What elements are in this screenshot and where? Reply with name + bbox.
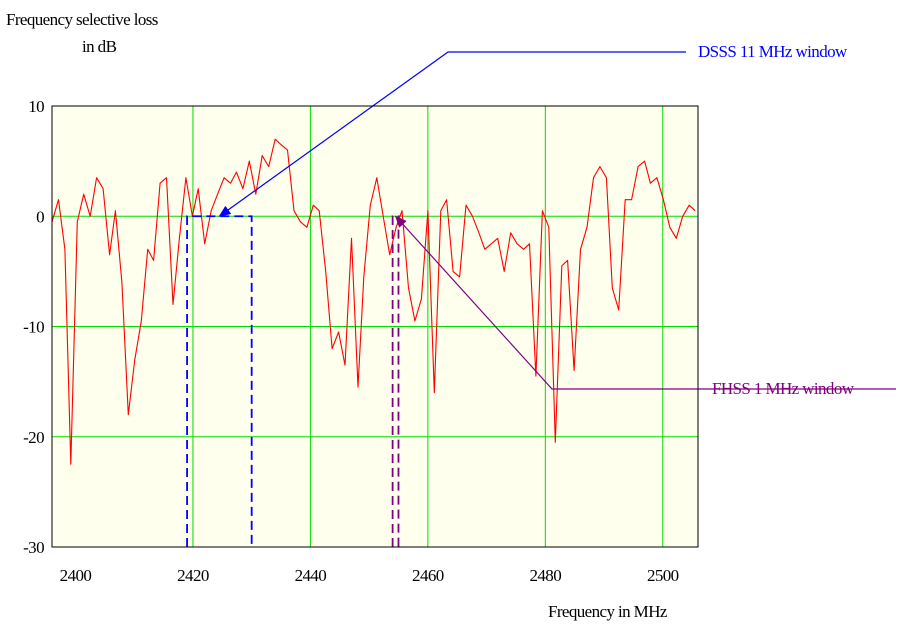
- tick-labels: 2400 2420 2440 2460 2480 2500 10 0 -10 -20 -30: [23, 97, 679, 585]
- window-0: [186, 215, 253, 547]
- x-tick-label-2500: 2500: [647, 566, 679, 585]
- y-tick-label-0: 0: [36, 207, 44, 226]
- x-axis-label: Frequency in MHz: [548, 602, 668, 621]
- x-tick-label-2480: 2480: [530, 566, 562, 585]
- x-tick-label-2460: 2460: [412, 566, 444, 585]
- y-tick-label-10: 10: [28, 97, 44, 116]
- annotation-label-0: DSSS 11 MHz window: [698, 42, 848, 61]
- y-axis-label-line-1: Frequency selective loss: [6, 10, 158, 29]
- series-line-0: [51, 138, 696, 465]
- x-tick-label-2440: 2440: [295, 566, 327, 585]
- annotation-pointer-0: [218, 51, 686, 217]
- grid-lines: [52, 106, 698, 547]
- plot-frame: [51, 105, 699, 548]
- annotation-pointer-1: [394, 215, 896, 390]
- annotation-layer: DSSS 11 MHz window FHSS 1 MHz window: [186, 42, 896, 547]
- x-tick-label-2400: 2400: [60, 566, 92, 585]
- x-tick-label-2420: 2420: [177, 566, 209, 585]
- series-layer: [51, 138, 696, 465]
- y-axis-label-line-2: in dB: [82, 37, 117, 56]
- y-tick-label--20: -20: [23, 428, 44, 447]
- annotation-label-1: FHSS 1 MHz window: [712, 379, 855, 398]
- y-tick-label--10: -10: [23, 318, 44, 337]
- y-tick-label--30: -30: [23, 538, 44, 557]
